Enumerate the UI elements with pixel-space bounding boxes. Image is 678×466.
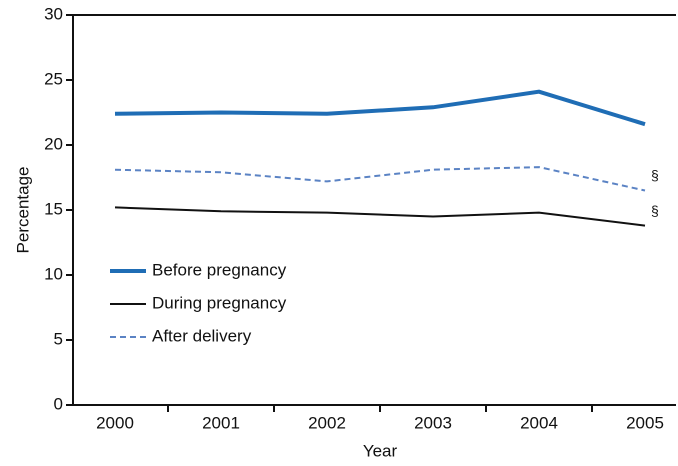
x-tick-label: 2002 bbox=[308, 413, 346, 432]
y-tick-label: 5 bbox=[54, 329, 63, 348]
x-tick-label: 2000 bbox=[96, 413, 134, 432]
legend-label: After delivery bbox=[152, 326, 252, 345]
y-axis-label: Percentage bbox=[13, 167, 32, 254]
x-axis-label: Year bbox=[363, 441, 398, 460]
series-line bbox=[114, 89, 646, 127]
y-tick-label: 0 bbox=[54, 394, 63, 413]
legend-label: Before pregnancy bbox=[152, 260, 287, 279]
y-tick-label: 25 bbox=[44, 69, 63, 88]
series-line bbox=[114, 206, 646, 227]
annotation: § bbox=[651, 167, 659, 183]
x-tick-label: 2005 bbox=[626, 413, 664, 432]
x-tick-label: 2004 bbox=[520, 413, 558, 432]
y-tick-label: 15 bbox=[44, 199, 63, 218]
y-tick-label: 30 bbox=[44, 4, 63, 23]
annotation: § bbox=[651, 202, 659, 218]
series-line bbox=[114, 166, 646, 192]
x-tick-label: 2001 bbox=[202, 413, 240, 432]
y-tick-label: 20 bbox=[44, 134, 63, 153]
y-tick-label: 10 bbox=[44, 264, 63, 283]
legend-label: During pregnancy bbox=[152, 293, 287, 312]
x-tick-label: 2003 bbox=[414, 413, 452, 432]
